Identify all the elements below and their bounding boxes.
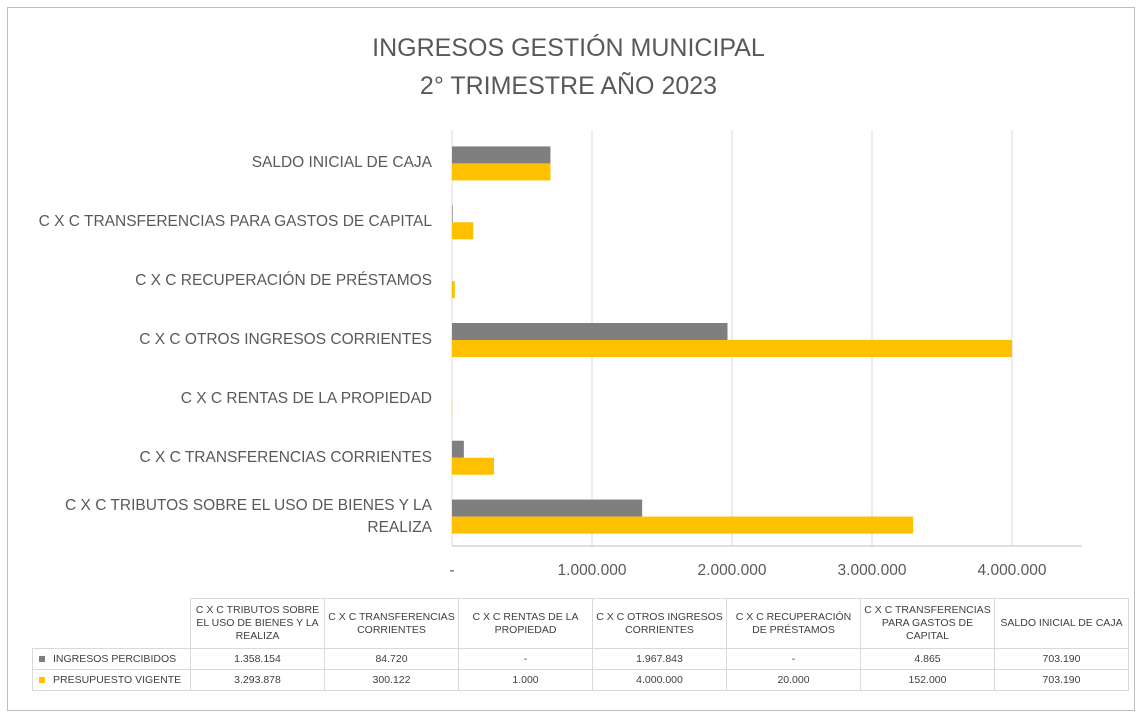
chart-title: INGRESOS GESTIÓN MUNICIPAL bbox=[372, 34, 765, 62]
table-header: C X C TRANSFERENCIAS PARA GASTOS DE CAPI… bbox=[860, 598, 995, 649]
table-header: C X C TRANSFERENCIAS CORRIENTES bbox=[324, 598, 459, 649]
legend-swatch bbox=[39, 677, 45, 683]
x-tick-label: - bbox=[449, 562, 455, 579]
x-tick-label: 2.000.000 bbox=[697, 562, 767, 579]
table-header: C X C RENTAS DE LA PROPIEDAD bbox=[458, 598, 593, 649]
chart-subtitle: 2° TRIMESTRE AÑO 2023 bbox=[419, 72, 718, 100]
table-value: - bbox=[726, 648, 861, 670]
table-value: 20.000 bbox=[726, 669, 861, 691]
y-tick-label: C X C TRANSFERENCIAS PARA GASTOS DE CAPI… bbox=[38, 213, 432, 231]
table-value: 84.720 bbox=[324, 648, 459, 670]
bar bbox=[452, 499, 643, 517]
table-value: 3.293.878 bbox=[190, 669, 325, 691]
bar bbox=[452, 222, 474, 240]
table-value: 1.967.843 bbox=[592, 648, 727, 670]
table-value: 1.000 bbox=[458, 669, 593, 691]
table-value: 1.358.154 bbox=[190, 648, 325, 670]
table-value: 4.000.000 bbox=[592, 669, 727, 691]
y-tick-label: C X C TRANSFERENCIAS CORRIENTES bbox=[139, 448, 432, 466]
y-tick-label: SALDO INICIAL DE CAJA bbox=[251, 154, 432, 172]
bar bbox=[452, 323, 728, 340]
legend-entry: INGRESOS PERCIBIDOS bbox=[32, 648, 191, 670]
bar bbox=[452, 340, 1012, 357]
table-value: 703.190 bbox=[994, 669, 1129, 691]
table-value: 4.865 bbox=[860, 648, 995, 670]
bar bbox=[452, 163, 551, 181]
y-tick-label: C X C RECUPERACIÓN DE PRÉSTAMOS bbox=[135, 272, 432, 290]
legend-label: INGRESOS PERCIBIDOS bbox=[53, 652, 177, 665]
table-value: 703.190 bbox=[994, 648, 1129, 670]
bar bbox=[452, 457, 495, 475]
bar bbox=[452, 205, 453, 223]
legend-entry: PRESUPUESTO VIGENTE bbox=[32, 669, 191, 691]
table-header: C X C TRIBUTOS SOBRE EL USO DE BIENES Y … bbox=[190, 598, 325, 649]
table-header: C X C OTROS INGRESOS CORRIENTES bbox=[592, 598, 727, 649]
table-value: 152.000 bbox=[860, 669, 995, 691]
chart-frame bbox=[7, 7, 1135, 711]
x-tick-label: 3.000.000 bbox=[837, 562, 907, 579]
bar bbox=[452, 440, 464, 458]
table-value: - bbox=[458, 648, 593, 670]
y-tick-label: C X C OTROS INGRESOS CORRIENTES bbox=[139, 331, 432, 348]
table-value: 300.122 bbox=[324, 669, 459, 691]
x-tick-label: 4.000.000 bbox=[977, 562, 1047, 579]
y-tick-label: C X C TRIBUTOS SOBRE EL USO DE BIENES Y … bbox=[65, 496, 432, 536]
legend-swatch bbox=[39, 656, 45, 662]
table-header: C X C RECUPERACIÓN DE PRÉSTAMOS bbox=[726, 598, 861, 649]
y-tick-label: C X C RENTAS DE LA PROPIEDAD bbox=[180, 389, 432, 407]
table-header: SALDO INICIAL DE CAJA bbox=[994, 598, 1129, 649]
legend-label: PRESUPUESTO VIGENTE bbox=[53, 673, 182, 686]
x-tick-label: 1.000.000 bbox=[557, 562, 627, 579]
bar bbox=[452, 281, 455, 299]
bar bbox=[452, 516, 914, 534]
bar bbox=[452, 146, 551, 164]
